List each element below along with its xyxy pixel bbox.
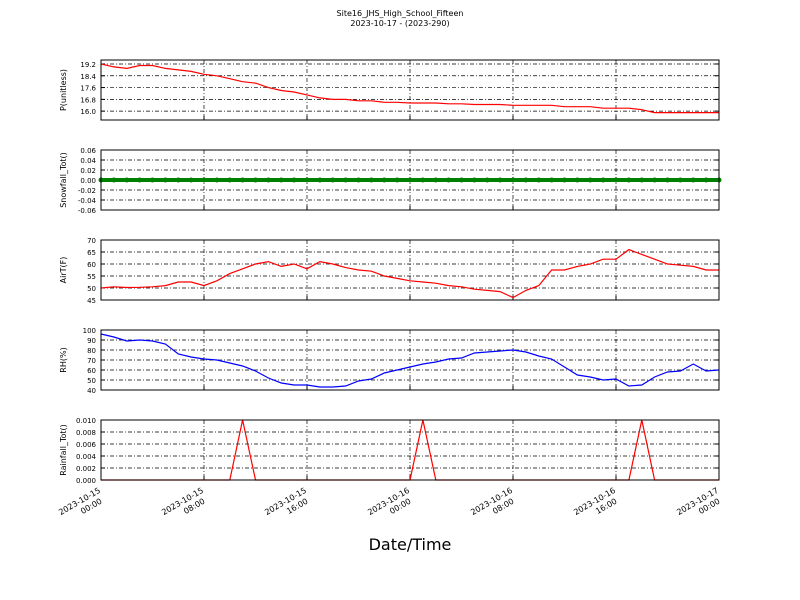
plot-frame [100, 419, 720, 481]
y-axis-title: AirT(F) [59, 257, 68, 284]
y-tick-label: 0.010 [76, 417, 96, 425]
plot-frame [100, 329, 720, 391]
y-tick-label: 40 [87, 387, 96, 395]
y-tick-label: 70 [87, 237, 96, 245]
y-tick-label: 0.000 [76, 477, 96, 485]
y-tick-label: 90 [87, 337, 96, 345]
y-tick-label: 60 [87, 367, 96, 375]
chart-title: Site16_JHS_High_School_Fifteen [337, 9, 464, 18]
y-axis-title: Rainfall_Tot() [59, 424, 68, 476]
data-line [100, 63, 719, 114]
y-tick-label: -0.04 [78, 197, 97, 205]
y-tick-label: 80 [87, 347, 96, 355]
y-tick-label: 0.04 [80, 157, 96, 165]
data-line [100, 333, 720, 388]
y-tick-label: 19.2 [80, 61, 96, 69]
y-tick-label: 0.004 [76, 453, 97, 461]
y-tick-label: 50 [87, 285, 96, 293]
plot-frame [100, 59, 720, 121]
y-tick-label: 70 [87, 357, 96, 365]
plot-frame [100, 239, 720, 301]
data-line [100, 248, 719, 299]
y-tick-label: 0.006 [76, 441, 97, 449]
y-tick-label: -0.06 [78, 207, 97, 215]
y-axis-title: P(unitless) [59, 69, 68, 111]
y-tick-label: 16.8 [80, 96, 96, 104]
y-axis-title: RH(%) [59, 347, 68, 372]
y-tick-label: 45 [87, 297, 96, 305]
y-tick-label: 0.02 [80, 167, 96, 175]
y-tick-label: 50 [87, 377, 96, 385]
y-tick-label: 55 [87, 273, 96, 281]
plot-frame [100, 149, 720, 211]
y-tick-label: 65 [87, 249, 96, 257]
y-tick-label: 0.002 [76, 465, 96, 473]
y-tick-label: 0.008 [76, 429, 96, 437]
y-tick-label: -0.02 [78, 187, 96, 195]
y-axis-title: Snowfall_Tot() [59, 152, 68, 208]
y-tick-label: 17.6 [80, 85, 96, 93]
y-tick-label: 18.4 [80, 73, 96, 81]
x-axis-title: Date/Time [369, 535, 452, 554]
y-tick-label: 60 [87, 261, 96, 269]
y-tick-label: 0.00 [80, 177, 96, 185]
y-tick-label: 16.0 [80, 108, 96, 116]
y-tick-label: 0.06 [80, 147, 96, 155]
chart-subtitle: 2023-10-17 - (2023-290) [350, 19, 449, 28]
y-tick-label: 100 [83, 327, 96, 335]
